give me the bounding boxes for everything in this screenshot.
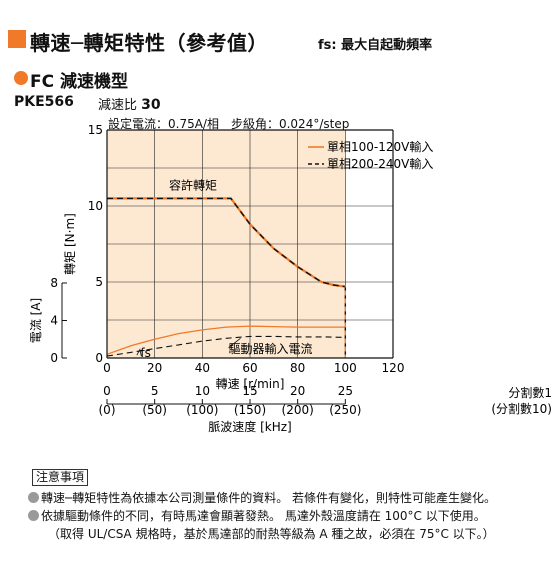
annotation-fs: fs: [140, 346, 150, 360]
header-accent-block: [8, 30, 26, 48]
pulse-division-10-label: (分割數10): [491, 401, 552, 416]
x-tick-label: 120: [382, 361, 405, 375]
legend-label-100-120v: 單相100-120V輸入: [327, 139, 433, 154]
gear-ratio: 減速比 30: [98, 94, 161, 113]
series-layer: [106, 197, 347, 358]
section-bullet-icon: [14, 71, 28, 85]
current-tick-label: 4: [50, 314, 58, 328]
pulse-division-1-label: 分割數1: [508, 385, 552, 400]
torque-tick-label: 0: [95, 351, 103, 365]
bullet-icon: [28, 510, 39, 521]
pulse-tick-label-top: 20: [290, 384, 305, 398]
current-annotation-leader: [228, 337, 241, 349]
note-text: （取得 UL/CSA 規格時，基於馬達部的耐熱等級為 A 種之故，必須在 75°…: [48, 527, 495, 541]
page-subtitle: fs: 最大自起動頻率: [318, 38, 433, 53]
x-tick-label: 20: [147, 361, 162, 375]
current-tick-label: 8: [50, 276, 58, 290]
setting-current: 設定電流：0.75A/相 步級角：0.024°/step: [108, 117, 350, 131]
pulse-tick-label-top: 0: [103, 384, 111, 398]
pulse-tick-label-top: 10: [195, 384, 210, 398]
notes-heading: 注意事項: [32, 469, 89, 486]
current-curve-100-120v: [106, 325, 346, 355]
torque-tick-label: 5: [95, 275, 103, 289]
pulse-tick-label-bottom: (0): [99, 403, 116, 417]
annotation-driver-current: 驅動器輸入電流: [229, 341, 313, 356]
pulse-axis: 0 (0) 5 (50) 10 (100) 15 (150) 20 (200) 25 (250): [99, 384, 362, 417]
note-text: 轉速─轉矩特性為依據本公司測量條件的資料。 若條件有變化，則特性可能產生變化。: [41, 491, 497, 505]
axes: [61, 129, 394, 359]
annotation-permissible-torque: 容許轉矩: [169, 177, 217, 192]
torque-tick-label: 10: [88, 199, 103, 213]
x-tick-label: 0: [103, 361, 111, 375]
gear-ratio-value: 30: [141, 97, 161, 113]
model-name: PKE566: [14, 94, 74, 110]
page-title: 轉速─轉矩特性（參考值）: [30, 31, 269, 55]
speed-torque-chart: 0 20 40 60 80 100 120 0 5 10 15 0 4 8 0 (0) 5 (50) 10 (100…: [29, 125, 552, 434]
section-title: FC 減速機型: [30, 72, 129, 92]
x-tick-label: 100: [334, 361, 357, 375]
x-tick-label: 60: [242, 361, 257, 375]
torque-axis-label: 轉矩 [N·m]: [63, 213, 77, 275]
current-axis-label: 電流 [A]: [29, 298, 43, 343]
pulse-tick-label-bottom: (50): [142, 403, 167, 417]
pulse-tick-label-bottom: (200): [282, 403, 314, 417]
pulse-tick-label-top: 15: [242, 384, 257, 398]
pulse-tick-label-bottom: (150): [234, 403, 266, 417]
pulse-tick-label-top: 25: [338, 384, 353, 398]
bullet-icon: [28, 492, 39, 503]
note-item-2: 依據驅動條件的不同，有時馬達會顯著發熱。 馬達外殼溫度請在 100°C 以下使用…: [28, 507, 486, 524]
fs-marker: [136, 348, 142, 357]
pulse-tick-label-bottom: (250): [329, 403, 361, 417]
note-text: 依據驅動條件的不同，有時馬達會顯著發熱。 馬達外殼溫度請在 100°C 以下使用…: [41, 509, 486, 523]
torque-curve-200-240v: [107, 197, 346, 288]
current-curve-200-240v: [106, 335, 346, 357]
gear-ratio-label: 減速比: [98, 98, 138, 113]
torque-tick-label: 15: [88, 125, 103, 137]
current-tick-label: 0: [50, 351, 58, 365]
tick-labels: 0 20 40 60 80 100 120 0 5 10 15 0 4 8: [50, 125, 404, 375]
note-item-3: （取得 UL/CSA 規格時，基於馬達部的耐熱等級為 A 種之故，必須在 75°…: [48, 525, 495, 542]
pulse-tick-label-bottom: (100): [186, 403, 218, 417]
x-tick-label: 80: [290, 361, 305, 375]
note-item-1: 轉速─轉矩特性為依據本公司測量條件的資料。 若條件有變化，則特性可能產生變化。: [28, 489, 496, 506]
x-tick-label: 40: [195, 361, 210, 375]
legend-label-200-240v: 單相200-240V輸入: [327, 156, 433, 171]
pulse-axis-label: 脈波速度 [kHz]: [208, 419, 291, 434]
x-axis-label: 轉速 [r/min]: [216, 377, 285, 391]
pulse-tick-label-top: 5: [151, 384, 159, 398]
